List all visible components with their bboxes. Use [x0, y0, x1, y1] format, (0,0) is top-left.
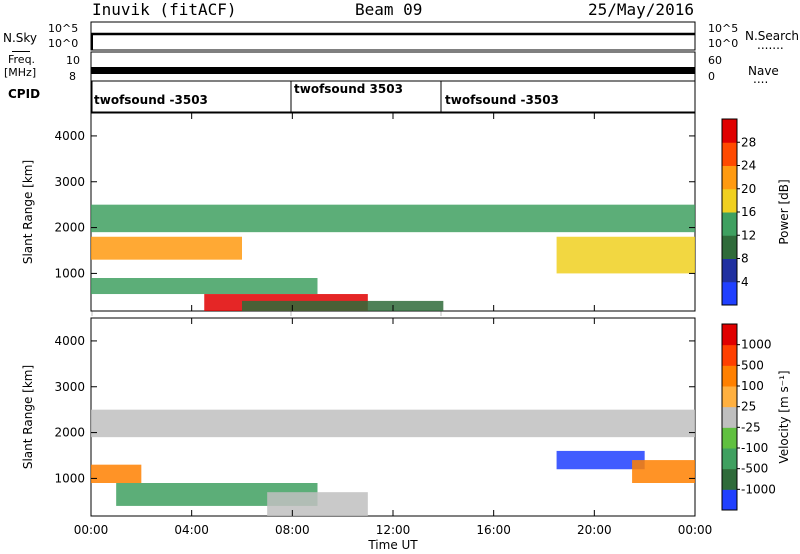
colorbar-label: Velocity [m s⁻¹] [777, 370, 791, 463]
data-band [267, 492, 368, 516]
colorbar-tick-label: 20 [741, 182, 756, 196]
nave-tick-high: 60 [708, 54, 722, 67]
y-tick-label: 2000 [54, 426, 85, 440]
x-tick-label: 00:00 [74, 523, 109, 537]
data-band [556, 450, 645, 470]
colorbar-tick-label: 24 [741, 159, 756, 173]
data-band [91, 204, 695, 233]
x-tick-label: 16:00 [476, 523, 511, 537]
freq-trace [91, 67, 695, 74]
colorbar-segment [722, 235, 737, 259]
freq-tick-high: 10 [66, 54, 80, 67]
y-tick-label: 4000 [54, 334, 85, 348]
colorbar-segment [722, 489, 737, 511]
nsearch-tick-low: 10^0 [708, 37, 739, 50]
nsky-frame [90, 21, 696, 51]
data-band [556, 236, 695, 274]
colorbar-segment [722, 212, 737, 236]
x-tick-label: 00:00 [678, 523, 713, 537]
cpid-segment-3: twofsound -3503 [445, 93, 559, 107]
colorbar-segment [722, 406, 737, 428]
nsky-tick-low: 10^0 [48, 37, 79, 50]
colorbar-tick-label: 1000 [741, 338, 772, 352]
colorbar-segment [722, 281, 737, 306]
y-tick-label: 3000 [54, 380, 85, 394]
x-tick-label: 12:00 [376, 523, 411, 537]
cpid-frame [90, 80, 696, 113]
data-band [91, 236, 242, 260]
colorbar-tick-label: -1000 [741, 482, 776, 496]
y-axis-label: Slant Range [km] [21, 160, 35, 264]
data-band [91, 409, 695, 438]
cpid-label: CPID [8, 87, 41, 101]
nsky-tick-high: 10^5 [48, 22, 79, 35]
y-tick-label: 3000 [54, 175, 85, 189]
data-band [91, 278, 318, 295]
colorbar-segment [722, 448, 737, 470]
colorbar-tick-label: 28 [741, 135, 756, 149]
freq-label: Freq. [8, 53, 36, 66]
colorbar-tick-label: 16 [741, 205, 756, 219]
colorbar-tick-label: 100 [741, 379, 764, 393]
data-band [242, 300, 444, 311]
colorbar-tick-label: 500 [741, 358, 764, 372]
colorbar-segment [722, 468, 737, 490]
colorbar-tick-label: 4 [741, 275, 749, 289]
colorbar-tick-label: -25 [741, 420, 761, 434]
cpid-segment-1: twofsound -3503 [94, 93, 208, 107]
x-tick-label: 08:00 [275, 523, 310, 537]
colorbar-segment [722, 142, 737, 166]
y-axis-label: Slant Range [km] [21, 365, 35, 469]
station-title: Inuvik (fitACF) [92, 0, 237, 19]
freq-tick-low: 8 [69, 70, 76, 83]
colorbar-segment [722, 188, 737, 213]
colorbar-segment [722, 119, 737, 143]
x-tick-label: 04:00 [174, 523, 209, 537]
nave-legend: .... [753, 72, 769, 86]
cpid-segment-2: twofsound 3503 [294, 82, 403, 96]
data-band [632, 460, 695, 483]
colorbar-tick-label: -500 [741, 462, 768, 476]
colorbar-segment [722, 365, 737, 387]
nsky-label: N.Sky [3, 31, 38, 45]
date-title: 25/May/2016 [588, 0, 694, 19]
x-tick-label: 20:00 [577, 523, 612, 537]
y-tick-label: 1000 [54, 471, 85, 485]
nsearch-label: N.Search [745, 29, 800, 43]
colorbar-segment [722, 386, 737, 408]
colorbar-segment [722, 258, 737, 283]
colorbar-tick-label: -100 [741, 441, 768, 455]
colorbar-segment [722, 344, 737, 366]
colorbar-frame [721, 323, 738, 511]
nave-label: Nave [748, 64, 779, 78]
colorbar-tick-label: 8 [741, 252, 749, 266]
freq-frame [90, 51, 696, 82]
data-band [91, 464, 142, 483]
colorbar-label: Power [dB] [777, 179, 791, 244]
y-tick-label: 2000 [54, 221, 85, 235]
nave-tick-low: 0 [708, 70, 715, 83]
nsky-label-underline [12, 51, 30, 52]
nsearch-tick-high: 10^5 [708, 22, 739, 35]
beam-title: Beam 09 [355, 0, 423, 19]
x-axis-label: Time UT [367, 538, 418, 552]
y-tick-label: 1000 [54, 266, 85, 280]
colorbar-tick-label: 12 [741, 228, 756, 242]
colorbar-segment [722, 165, 737, 190]
colorbar-segment [722, 324, 737, 346]
nsearch-legend: ....... [757, 38, 784, 52]
colorbar-tick-label: 25 [741, 400, 756, 414]
freq-unit: [MHz] [4, 66, 37, 79]
y-tick-label: 4000 [54, 129, 85, 143]
colorbar-segment [722, 427, 737, 449]
